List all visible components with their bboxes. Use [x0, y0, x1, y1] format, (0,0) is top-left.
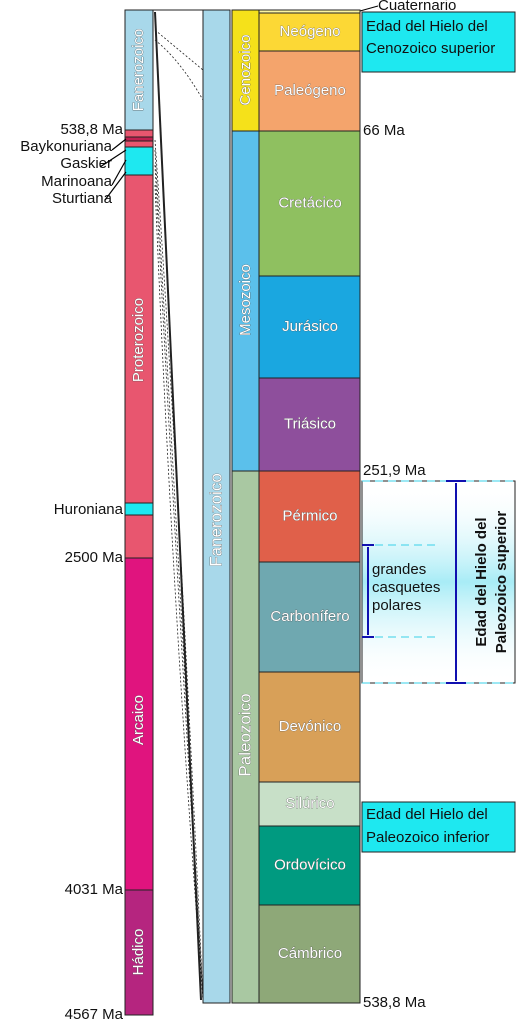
eon-column: Fanerozoico Proterozoico Arcaico Hádico [124, 9, 154, 1016]
ice-age-label: grandes [372, 561, 426, 578]
period-label: Jurásico [282, 318, 338, 335]
eon-column-detail [202, 9, 231, 1004]
ice-age-label: Edad del Hielo del [366, 18, 488, 35]
pointer-line [359, 5, 379, 12]
eon-label: Fanerozoico [130, 29, 147, 112]
age-label: 538,8 Ma [60, 121, 123, 138]
period-label: Triásico [284, 415, 336, 432]
eon-label: Fanerozoico [206, 473, 225, 567]
period-band [258, 130, 361, 277]
period-band [258, 377, 361, 472]
era-band [231, 9, 260, 132]
pointer-lines [99, 138, 127, 201]
period-column: Neógeno Paleógeno Cretácico Jurásico Triásic… [258, 9, 361, 1004]
period-label: Paleógeno [274, 82, 346, 99]
age-label: 251,9 Ma [363, 462, 426, 479]
period-band [258, 904, 361, 1004]
era-label: Cenozoico [237, 35, 254, 106]
eon-band [124, 557, 154, 891]
period-label: Cámbrico [278, 945, 342, 962]
ice-age-label: Edad del Hielo del [473, 517, 490, 646]
connectors [153, 9, 204, 1001]
zone-lines [362, 480, 515, 684]
period-band [258, 50, 361, 132]
period-band [258, 12, 361, 52]
glaciation-label: Baykonuriana [20, 138, 112, 155]
age-label: 4567 Ma [65, 1006, 124, 1023]
eon-band [124, 129, 154, 559]
period-band [258, 671, 361, 783]
age-label: 538,8 Ma [363, 994, 426, 1011]
ice-age-box [361, 801, 516, 853]
ice-age-label: Paleozoico inferior [366, 829, 489, 846]
glaciation-band [124, 146, 154, 176]
period-label: Cretácico [278, 194, 341, 211]
period-label: Carbonífero [270, 608, 349, 625]
period-label: Pérmico [282, 507, 337, 524]
period-label: Ordovícico [274, 856, 346, 873]
age-label: 66 Ma [363, 122, 405, 139]
ice-age-box [361, 11, 516, 73]
glaciation-band [124, 136, 154, 142]
eon-band [124, 9, 154, 131]
glaciation-band [124, 502, 154, 516]
ice-age-label: Edad del Hielo del [366, 806, 488, 823]
period-band [258, 275, 361, 379]
eon-band [124, 889, 154, 1016]
ice-age-label: polares [372, 597, 421, 614]
range-arrows [362, 480, 466, 684]
glaciation-label: Marinoana [41, 173, 113, 190]
period-band [258, 781, 361, 827]
period-band [258, 561, 361, 673]
eon-label: Hádico [130, 929, 147, 976]
left-labels: 538,8 Ma 2500 Ma 4031 Ma 4567 Ma Baykonu… [20, 121, 127, 1023]
period-label: Neógeno [280, 23, 341, 40]
ice-age-zone [361, 480, 516, 684]
era-label: Paleozoico [235, 693, 254, 776]
period-label: Devónico [279, 718, 342, 735]
ice-age-label: Paleozoico superior [493, 511, 510, 654]
period-label: Cuaternario [378, 0, 456, 14]
ice-age-label: Cenozoico superior [366, 40, 495, 57]
eon-label: Arcaico [130, 695, 147, 745]
era-label: Mesozoico [237, 264, 254, 336]
period-label: Silúrico [285, 795, 334, 812]
age-label: 4031 Ma [65, 881, 124, 898]
glaciation-label: Gaskier [60, 155, 112, 172]
glaciation-label: Sturtiana [52, 190, 113, 207]
period-band [258, 470, 361, 563]
ice-age-label: casquetes [372, 579, 440, 596]
age-label: 2500 Ma [65, 549, 124, 566]
eon-label: Proterozoico [130, 298, 147, 382]
glaciation-label: Huroniana [54, 501, 124, 518]
